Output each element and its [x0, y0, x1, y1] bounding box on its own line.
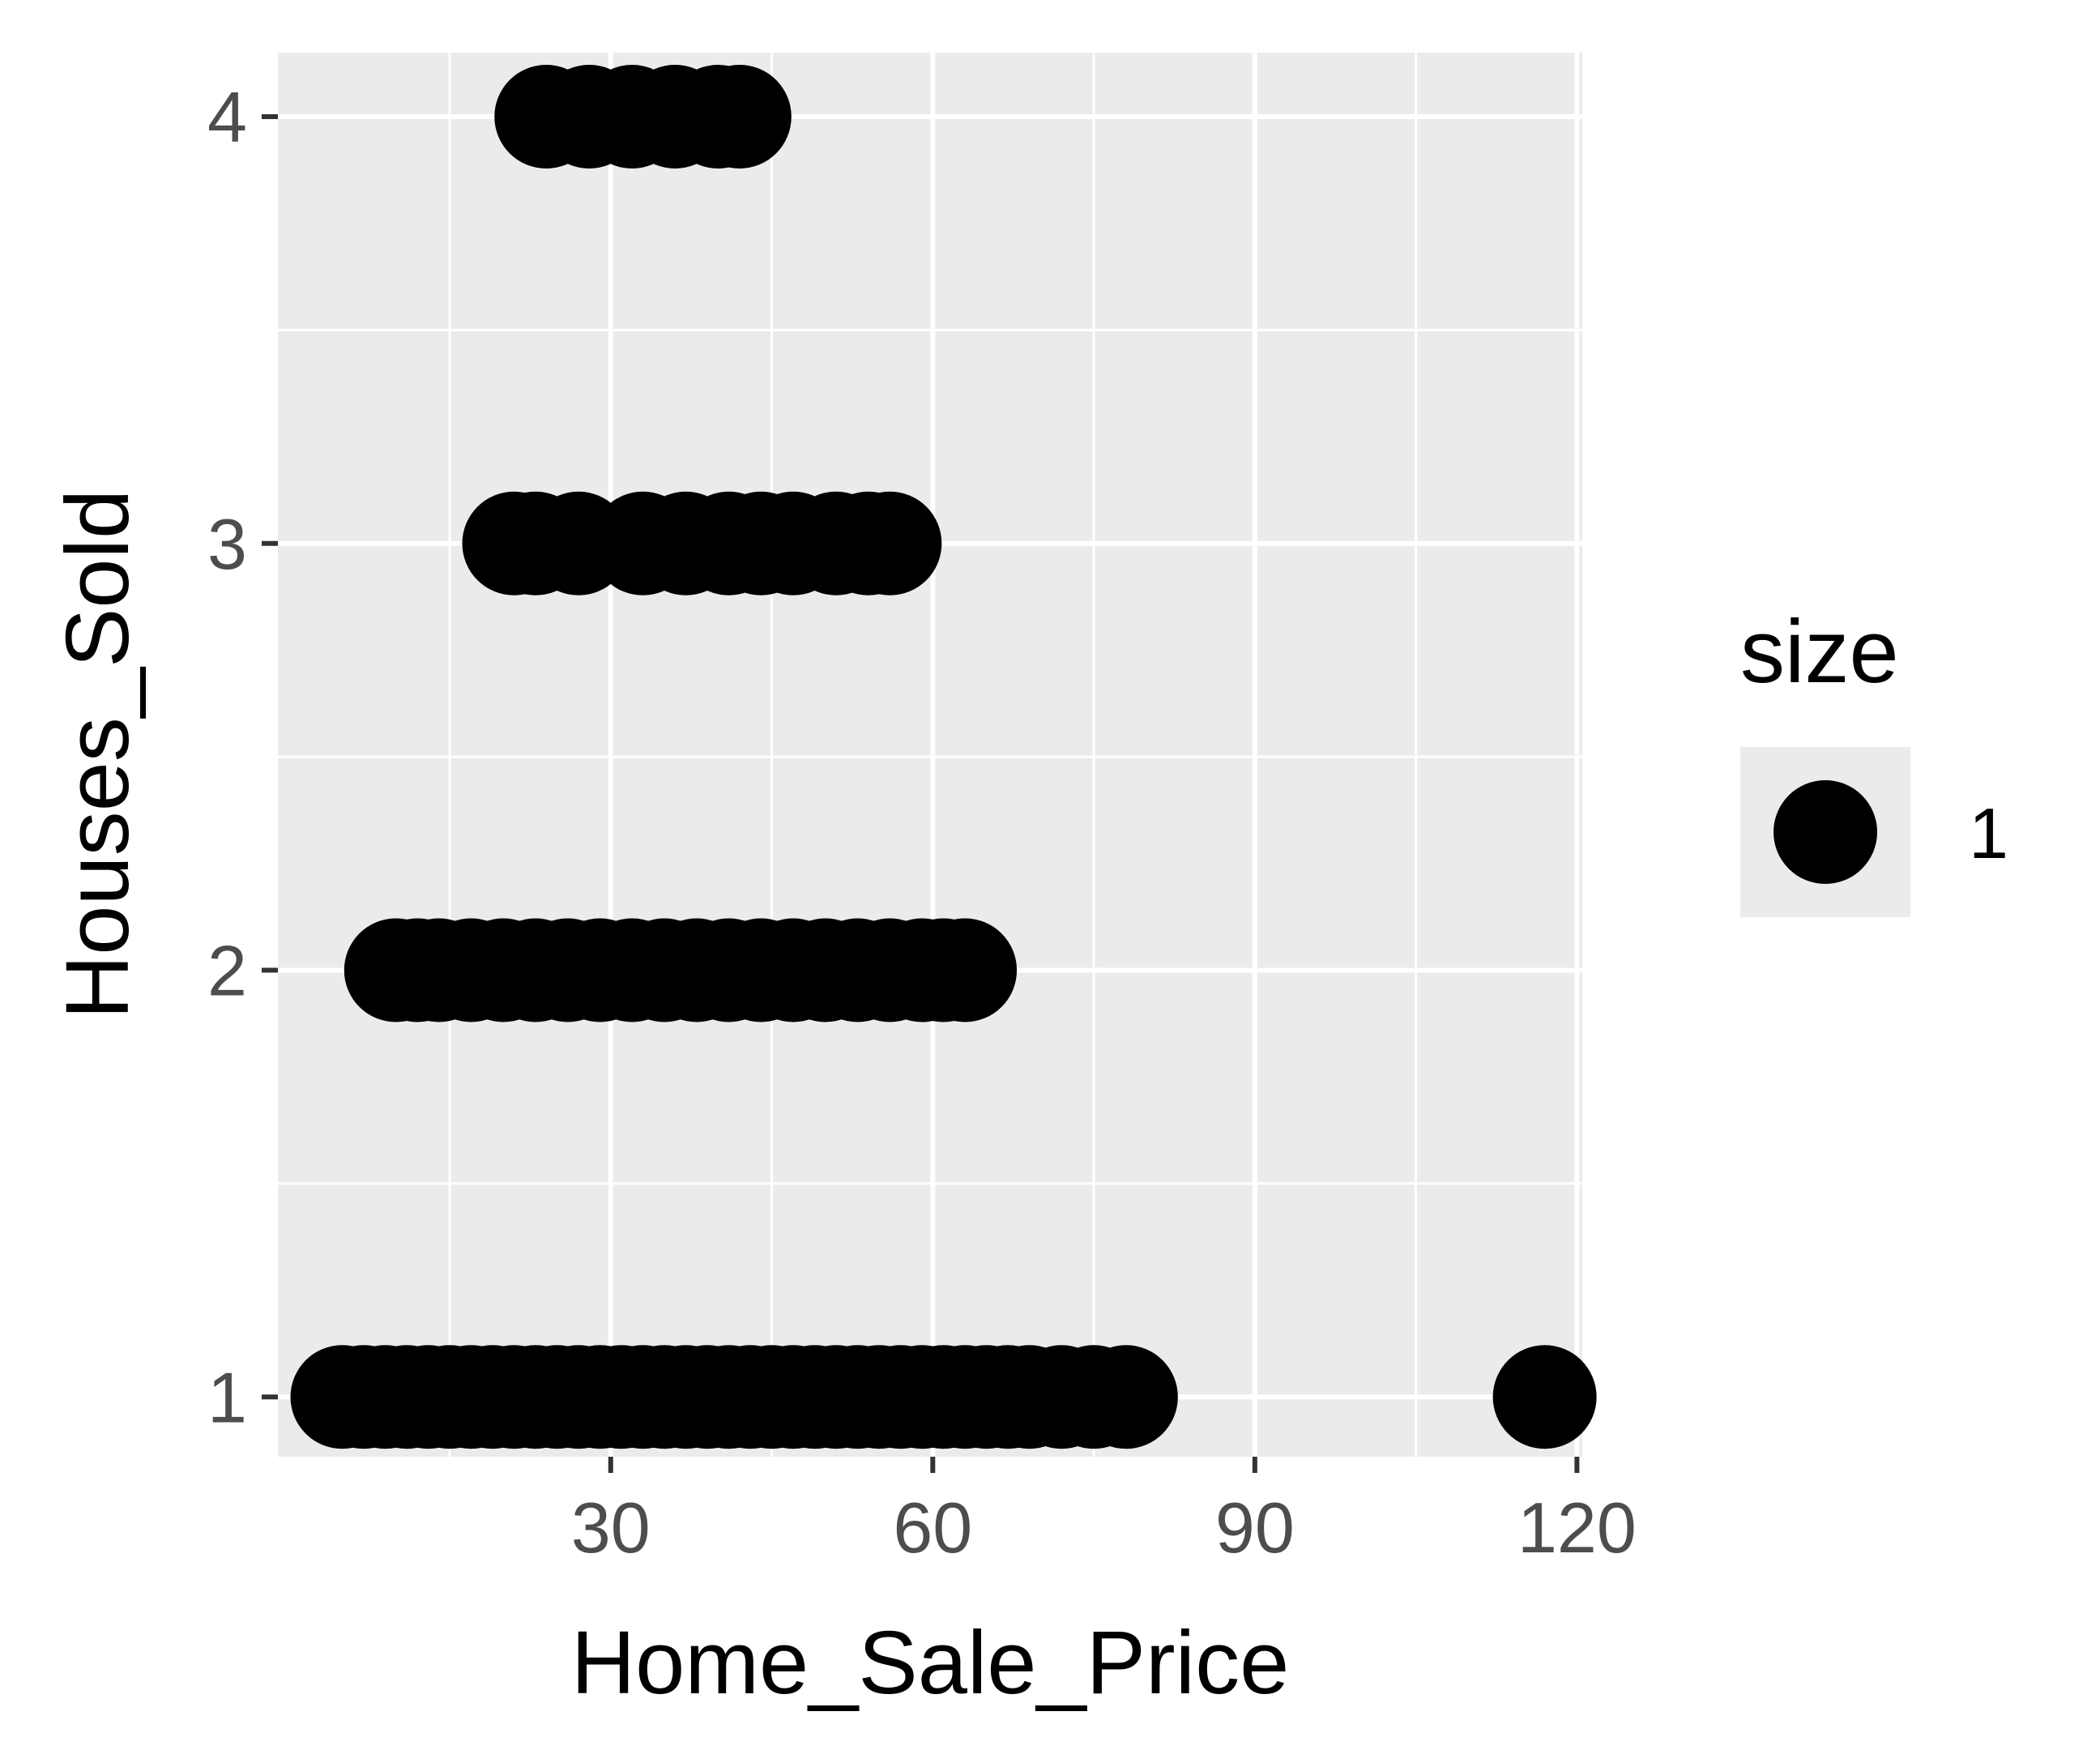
data-point [1492, 1345, 1597, 1449]
plot-panel [278, 53, 1582, 1457]
legend: size 1 [1740, 602, 2008, 917]
x-tick-label: 120 [1517, 1488, 1637, 1568]
legend-label: 1 [1969, 793, 2008, 873]
x-axis: 30 60 90 120 [571, 1457, 1637, 1568]
data-points [290, 65, 1597, 1449]
x-tick-label: 30 [571, 1488, 651, 1568]
x-tick-label: 90 [1215, 1488, 1295, 1568]
y-axis: 1 2 3 4 [207, 77, 278, 1437]
y-tick-label: 3 [207, 504, 247, 584]
data-point [687, 65, 792, 169]
legend-key-point [1773, 780, 1877, 884]
y-axis-title: Houses_Sold [48, 489, 147, 1019]
x-axis-title: Home_Sale_Price [571, 1613, 1290, 1713]
y-tick-label: 2 [207, 931, 247, 1011]
minor-gridlines [278, 53, 1582, 1457]
data-point [913, 918, 1018, 1022]
x-tick-label: 60 [893, 1488, 972, 1568]
y-tick-label: 4 [207, 77, 247, 157]
y-tick-label: 1 [207, 1357, 247, 1437]
data-point [838, 491, 942, 595]
legend-title: size [1740, 602, 1899, 702]
data-point [1073, 1345, 1178, 1449]
